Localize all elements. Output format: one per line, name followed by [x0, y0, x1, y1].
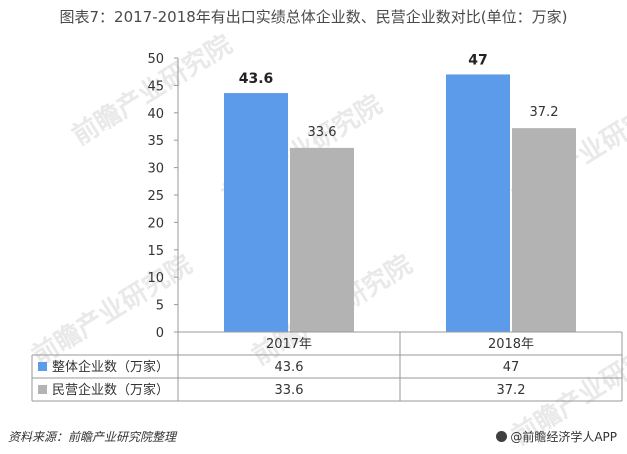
data-label: 37.2: [530, 105, 559, 120]
chart-title: 图表7：2017-2018年有出口实绩总体企业数、民营企业数对比(单位：万家): [59, 8, 568, 26]
legend-swatch: [38, 362, 47, 371]
y-tick-label: 5: [156, 299, 164, 314]
legend-label: 民营企业数（万家）: [52, 382, 169, 398]
x-tick-label: 2017年: [266, 337, 312, 352]
y-tick-label: 25: [147, 189, 164, 204]
y-tick-label: 15: [147, 244, 164, 259]
app-badge: @前瞻经济学人APP: [496, 428, 617, 445]
app-badge-label: @前瞻经济学人APP: [510, 430, 617, 444]
bar-private-1: [512, 128, 576, 332]
bar-total-1: [446, 74, 510, 332]
y-tick-label: 10: [147, 271, 164, 286]
x-tick-label: 2018年: [488, 337, 534, 352]
table-cell: 33.6: [275, 383, 304, 398]
y-tick-label: 45: [147, 79, 164, 94]
data-label: 43.6: [239, 71, 274, 87]
y-tick-label: 50: [147, 52, 164, 67]
y-tick-label: 30: [147, 162, 164, 177]
bar-private-0: [290, 147, 354, 332]
y-tick-label: 35: [147, 134, 164, 149]
data-label: 33.6: [308, 125, 337, 140]
legend-label: 整体企业数（万家）: [52, 359, 169, 375]
data-label: 47: [468, 52, 487, 68]
table-cell: 43.6: [275, 360, 304, 375]
y-tick-label: 0: [156, 326, 164, 341]
table-cell: 47: [503, 360, 520, 375]
source-note: 资料来源：前瞻产业研究院整理: [8, 430, 177, 444]
logo-icon: [496, 431, 508, 442]
table-cell: 37.2: [497, 383, 526, 398]
bar-total-0: [224, 93, 288, 333]
y-tick-label: 20: [147, 216, 164, 231]
legend-swatch: [38, 385, 47, 394]
y-tick-label: 40: [147, 107, 164, 122]
